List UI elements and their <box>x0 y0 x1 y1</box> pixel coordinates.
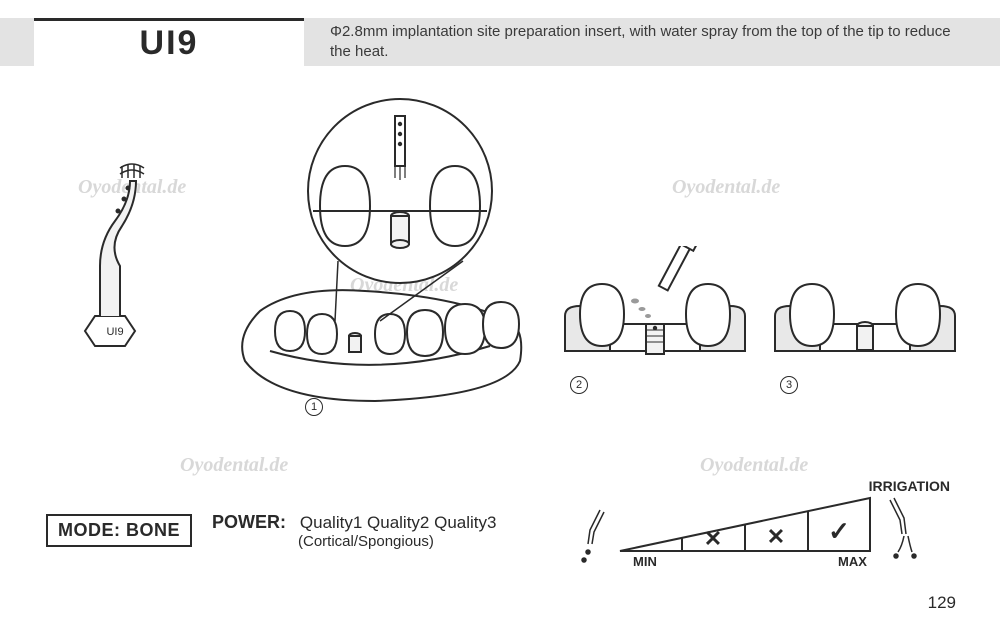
irrigation-tip-max-icon <box>882 496 932 566</box>
step-1-illustration: 1 <box>225 96 545 416</box>
irrigation-max: MAX <box>838 554 867 569</box>
product-description: Φ2.8mm implantation site preparation ins… <box>330 22 970 63</box>
step-number-3: 3 <box>780 376 798 394</box>
power-sub: (Cortical/Spongious) <box>298 533 582 550</box>
tip-label: UI9 <box>100 326 130 338</box>
power-label: POWER: <box>212 512 286 532</box>
step-number-2: 2 <box>570 376 588 394</box>
mode-label-text: MODE: <box>58 520 121 540</box>
mode-value: BONE <box>126 520 180 540</box>
step1-svg <box>225 96 545 416</box>
bottom-row: MODE: BONE POWER: Quality1 Quality2 Qual… <box>0 504 1000 594</box>
irrigation-block: IRRIGATION ✕ ✕ ✓ <box>560 466 980 586</box>
diagram-area: UI9 <box>0 96 1000 436</box>
svg-text:✓: ✓ <box>828 516 850 546</box>
irrigation-min: MIN <box>633 554 657 569</box>
tip-illustration: UI9 <box>60 146 170 366</box>
mode-box: MODE: BONE <box>46 514 192 547</box>
svg-text:✕: ✕ <box>767 524 785 549</box>
svg-text:✕: ✕ <box>704 526 722 551</box>
irrigation-tip-min-icon <box>572 508 612 568</box>
step2-svg <box>560 246 750 406</box>
power-q2: Quality2 <box>367 513 429 532</box>
product-code-box: UI9 <box>34 18 304 66</box>
power-block: POWER: Quality1 Quality2 Quality3 (Corti… <box>212 512 582 550</box>
product-code: UI9 <box>140 24 199 63</box>
step-2-illustration: 2 <box>560 246 750 406</box>
step3-svg <box>770 246 960 406</box>
power-q3: Quality3 <box>434 513 496 532</box>
irrigation-label: IRRIGATION <box>869 478 950 494</box>
step-number-1: 1 <box>305 398 323 416</box>
page-number: 129 <box>928 593 956 613</box>
power-q1: Quality1 <box>300 513 362 532</box>
watermark: Oyodental.de <box>180 454 288 477</box>
mode-label: MODE: BONE <box>58 520 180 540</box>
step-3-illustration: 3 <box>770 246 960 406</box>
